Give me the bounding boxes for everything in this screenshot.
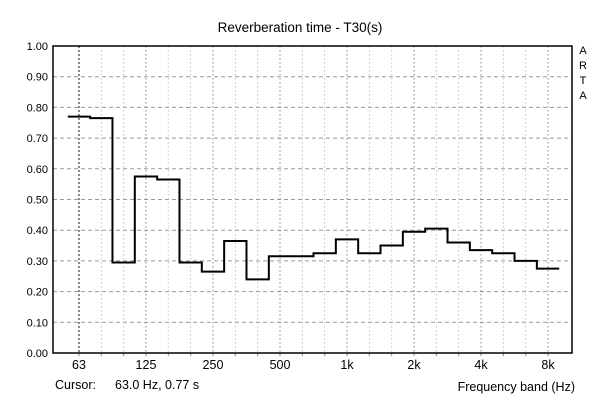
- y-tick-label: 0.60: [27, 164, 48, 176]
- watermark-letter: T: [579, 75, 587, 87]
- reverberation-step-curve: [67, 115, 560, 281]
- arta-watermark: A R T A: [576, 44, 590, 104]
- x-tick-label: 500: [270, 358, 291, 372]
- y-tick-label: 0.30: [27, 256, 48, 268]
- cursor-status-label: Cursor:: [55, 378, 96, 392]
- y-tick-label: 1.00: [27, 41, 48, 53]
- watermark-letter: R: [579, 60, 587, 72]
- x-tick-label: 250: [203, 358, 224, 372]
- x-axis-title: Frequency band (Hz): [457, 380, 575, 394]
- x-tick-label: 8k: [541, 358, 555, 372]
- y-tick-label: 0.80: [27, 102, 48, 114]
- watermark-letter: A: [579, 45, 587, 57]
- x-tick-label: 4k: [474, 358, 488, 372]
- y-tick-label: 0.20: [27, 287, 48, 299]
- y-tick-label: 0.90: [27, 72, 48, 84]
- watermark-letter: A: [579, 90, 587, 102]
- y-tick-label: 0.10: [27, 317, 48, 329]
- y-tick-label: 0.50: [27, 195, 48, 207]
- y-tick-label: 0.40: [27, 225, 48, 237]
- x-tick-label: 63: [72, 358, 86, 372]
- plot-frame: [52, 45, 573, 354]
- x-tick-label: 1k: [340, 358, 354, 372]
- x-tick-label: 125: [136, 358, 157, 372]
- x-tick-label: 2k: [407, 358, 421, 372]
- y-tick-label: 0.00: [27, 348, 48, 360]
- y-tick-label: 0.70: [27, 133, 48, 145]
- chart-title: Reverberation time - T30(s): [217, 20, 383, 35]
- cursor-status-value: 63.0 Hz, 0.77 s: [115, 378, 200, 392]
